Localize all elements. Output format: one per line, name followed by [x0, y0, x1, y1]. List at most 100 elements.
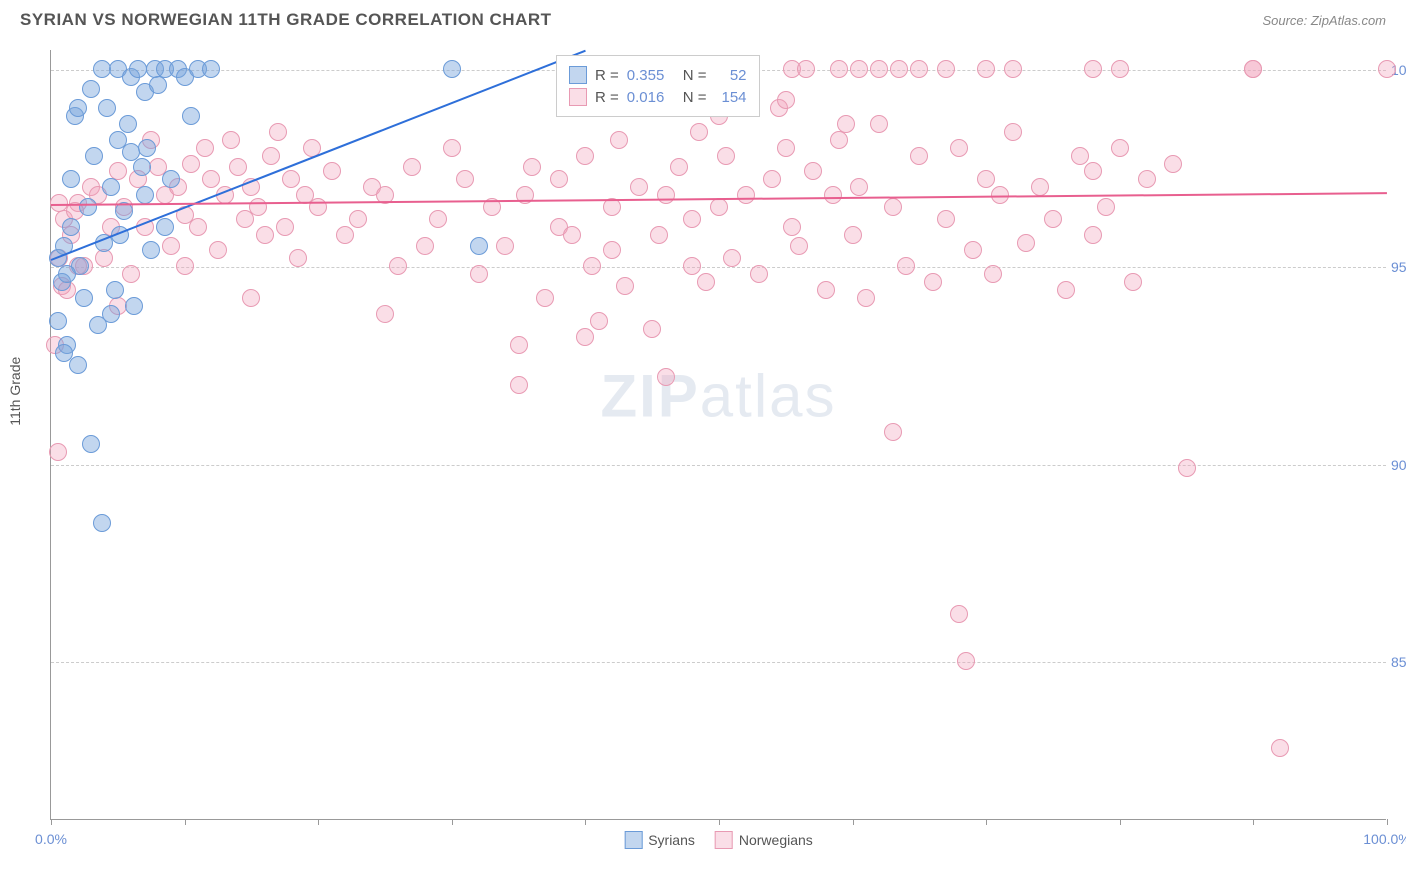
- data-point: [162, 170, 180, 188]
- data-point: [576, 147, 594, 165]
- data-point: [202, 60, 220, 78]
- data-point: [683, 210, 701, 228]
- legend-n-label: N =: [683, 89, 707, 106]
- data-point: [176, 257, 194, 275]
- data-point: [870, 115, 888, 133]
- data-point: [75, 289, 93, 307]
- data-point: [85, 147, 103, 165]
- data-point: [697, 273, 715, 291]
- data-point: [850, 178, 868, 196]
- data-point: [957, 652, 975, 670]
- data-point: [910, 147, 928, 165]
- x-tick-label: 0.0%: [35, 831, 67, 847]
- data-point: [824, 186, 842, 204]
- data-point: [79, 198, 97, 216]
- data-point: [69, 99, 87, 117]
- data-point: [62, 218, 80, 236]
- gridline: [51, 267, 1386, 268]
- data-point: [82, 435, 100, 453]
- data-point: [349, 210, 367, 228]
- data-point: [717, 147, 735, 165]
- data-point: [1044, 210, 1062, 228]
- data-point: [1164, 155, 1182, 173]
- data-point: [249, 198, 267, 216]
- data-point: [657, 368, 675, 386]
- data-point: [1138, 170, 1156, 188]
- data-point: [670, 158, 688, 176]
- legend-row: R =0.355N =52: [569, 64, 747, 86]
- data-point: [977, 60, 995, 78]
- data-point: [182, 155, 200, 173]
- data-point: [1244, 60, 1262, 78]
- data-point: [1111, 139, 1129, 157]
- data-point: [683, 257, 701, 275]
- legend-swatch: [569, 66, 587, 84]
- data-point: [977, 170, 995, 188]
- data-point: [456, 170, 474, 188]
- data-point: [657, 186, 675, 204]
- data-point: [189, 218, 207, 236]
- data-point: [102, 178, 120, 196]
- legend-r-value: 0.355: [627, 67, 675, 84]
- data-point: [429, 210, 447, 228]
- data-point: [196, 139, 214, 157]
- data-point: [910, 60, 928, 78]
- y-tick-label: 95.0%: [1391, 259, 1406, 275]
- x-tick: [318, 819, 319, 825]
- data-point: [119, 115, 137, 133]
- data-point: [1111, 60, 1129, 78]
- data-point: [1084, 162, 1102, 180]
- legend-swatch: [569, 88, 587, 106]
- data-point: [95, 249, 113, 267]
- data-point: [122, 143, 140, 161]
- legend-n-value: 154: [715, 89, 747, 106]
- y-axis-title: 11th Grade: [7, 357, 23, 426]
- data-point: [1124, 273, 1142, 291]
- chart-container: 11th Grade ZIPatlas 85.0%90.0%95.0%100.0…: [50, 50, 1386, 820]
- data-point: [523, 158, 541, 176]
- data-point: [890, 60, 908, 78]
- data-point: [777, 91, 795, 109]
- data-point: [149, 76, 167, 94]
- data-point: [576, 328, 594, 346]
- data-point: [797, 60, 815, 78]
- x-tick: [853, 819, 854, 825]
- data-point: [122, 265, 140, 283]
- data-point: [830, 131, 848, 149]
- y-tick-label: 85.0%: [1391, 654, 1406, 670]
- data-point: [723, 249, 741, 267]
- data-point: [242, 289, 260, 307]
- data-point: [690, 123, 708, 141]
- data-point: [443, 60, 461, 78]
- watermark-bold: ZIP: [600, 363, 699, 430]
- data-point: [1271, 739, 1289, 757]
- data-point: [106, 281, 124, 299]
- legend-series-name: Norwegians: [739, 832, 813, 848]
- legend-item: Norwegians: [715, 831, 813, 849]
- data-point: [276, 218, 294, 236]
- data-point: [750, 265, 768, 283]
- x-tick: [452, 819, 453, 825]
- data-point: [870, 60, 888, 78]
- data-point: [262, 147, 280, 165]
- correlation-legend: R =0.355N =52R =0.016N =154: [556, 55, 760, 117]
- x-tick: [1253, 819, 1254, 825]
- data-point: [376, 305, 394, 323]
- legend-r-label: R =: [595, 67, 619, 84]
- data-point: [837, 115, 855, 133]
- legend-row: R =0.016N =154: [569, 86, 747, 108]
- data-point: [162, 237, 180, 255]
- data-point: [650, 226, 668, 244]
- data-point: [984, 265, 1002, 283]
- data-point: [1097, 198, 1115, 216]
- data-point: [777, 139, 795, 157]
- data-point: [138, 139, 156, 157]
- data-point: [62, 170, 80, 188]
- legend-r-value: 0.016: [627, 89, 675, 106]
- data-point: [710, 198, 728, 216]
- data-point: [937, 210, 955, 228]
- data-point: [202, 170, 220, 188]
- data-point: [550, 170, 568, 188]
- data-point: [82, 80, 100, 98]
- data-point: [93, 514, 111, 532]
